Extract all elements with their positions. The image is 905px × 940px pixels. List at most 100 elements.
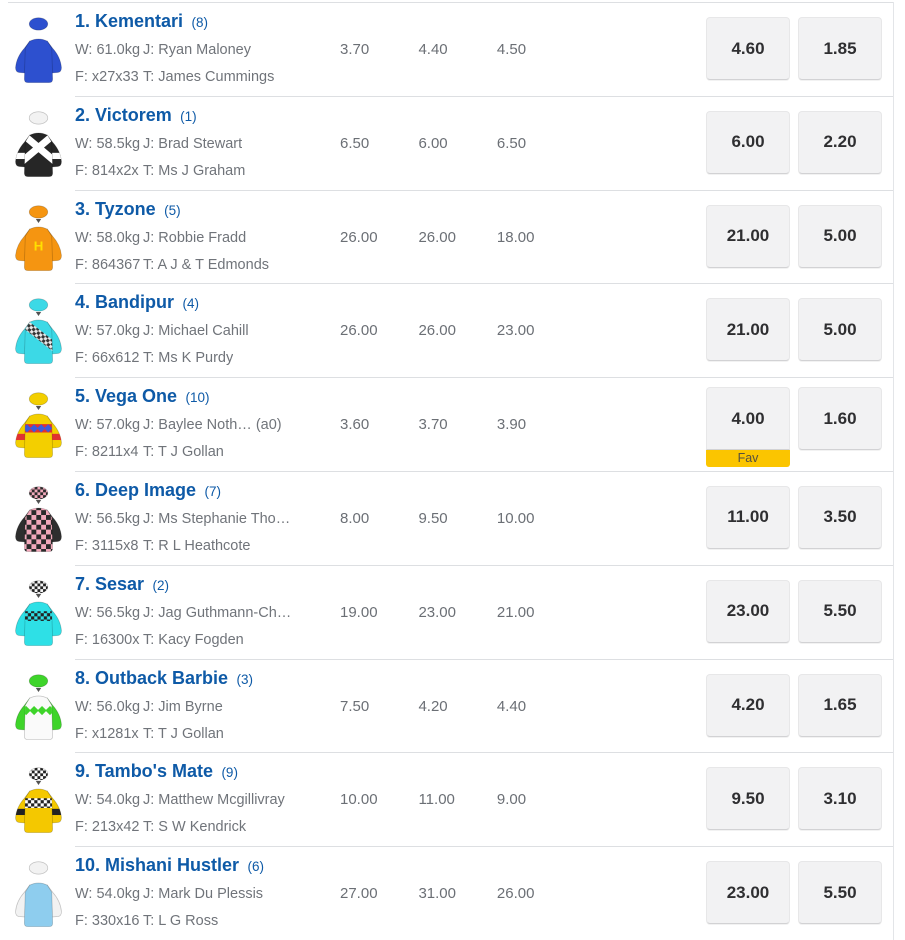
- place-odds-button[interactable]: 5.00: [798, 298, 882, 362]
- fluc-price-mid: 3.70: [418, 416, 448, 434]
- win-odds-column: 23.00 Fav: [706, 579, 790, 643]
- win-odds-column: 4.20 Fav: [706, 673, 790, 737]
- fluc-price-mid: 6.00: [418, 134, 448, 152]
- runner-trainer: T: Kacy Fogden: [143, 631, 244, 648]
- runner-info: 9. Tambo's Mate (9) W: 54.0kg J: Matthew…: [75, 761, 285, 841]
- runner-trainer: T: T J Gollan: [143, 444, 224, 461]
- runner-name-link[interactable]: 9. Tambo's Mate: [75, 761, 213, 782]
- win-odds-button[interactable]: 21.00: [706, 298, 790, 362]
- win-odds-column: 11.00 Fav: [706, 485, 790, 549]
- runner-row: H 3. Tyzone (5) W: 58.0kg J: Robbie Frad…: [0, 189, 905, 284]
- place-odds-column: 3.10: [798, 767, 882, 831]
- barrier-number: (3): [236, 671, 254, 687]
- place-odds-column: 5.00: [798, 204, 882, 268]
- runner-trainer: T: R L Heathcote: [143, 537, 251, 554]
- runner-name-link[interactable]: 10. Mishani Hustler: [75, 855, 240, 876]
- win-odds-button[interactable]: 23.00: [706, 861, 790, 925]
- place-odds-button[interactable]: 1.85: [798, 17, 882, 80]
- fluc-price-mid: 4.40: [418, 41, 448, 58]
- barrier-number: (1): [180, 108, 197, 124]
- odds-buttons: 23.00 Fav 5.50: [706, 579, 882, 643]
- win-odds-column: 9.50 Fav: [706, 767, 790, 831]
- fluc-price-last: 10.00: [496, 509, 535, 527]
- runner-name-link[interactable]: 7. Sesar: [75, 573, 145, 594]
- win-odds-button[interactable]: 4.00: [706, 387, 790, 451]
- fluc-price-mid: 31.00: [418, 885, 456, 903]
- jockey-silks-icon: [12, 760, 65, 840]
- place-odds-button[interactable]: 3.50: [798, 485, 882, 549]
- win-odds-button[interactable]: 21.00: [706, 204, 790, 268]
- win-odds-button[interactable]: 23.00: [706, 579, 790, 643]
- place-odds-button[interactable]: 5.50: [798, 579, 882, 643]
- place-odds-column: 2.20: [798, 110, 882, 174]
- win-odds-button[interactable]: 9.50: [706, 767, 790, 831]
- runner-detail-line-1: W: 54.0kg J: Matthew Mcgillivray: [75, 787, 285, 814]
- place-odds-button[interactable]: 2.20: [798, 110, 882, 174]
- runner-name-line: 2. Victorem (1): [75, 105, 245, 129]
- odds-buttons: 21.00 Fav 5.00: [706, 298, 882, 362]
- runner-name-link[interactable]: 8. Outback Barbie: [75, 667, 229, 688]
- place-odds-button[interactable]: 5.50: [798, 861, 882, 925]
- runner-name-line: 4. Bandipur (4): [75, 292, 249, 316]
- fluc-price-mid: 11.00: [418, 791, 455, 809]
- fluc-price-mid: 4.20: [418, 697, 448, 715]
- runner-trainer: T: L G Ross: [143, 913, 219, 930]
- runner-jockey: J: Jim Byrne: [143, 698, 223, 715]
- runner-jockey: J: Ryan Maloney: [143, 42, 251, 58]
- price-flucs: 19.00 23.00 21.00: [340, 603, 571, 623]
- jockey-silks-icon: [12, 291, 65, 371]
- runner-weight: W: 57.0kg: [75, 323, 141, 340]
- fluc-price-open: 26.00: [340, 228, 378, 246]
- jockey-silks-icon: [12, 667, 65, 747]
- runner-name-link[interactable]: 6. Deep Image: [75, 479, 197, 500]
- runner-name-line: 5. Vega One (10): [75, 386, 282, 410]
- runner-info: 2. Victorem (1) W: 58.5kg J: Brad Stewar…: [75, 105, 245, 185]
- runner-detail-line-2: F: x1281x T: T J Gollan: [75, 721, 253, 748]
- runner-form: F: 864367: [75, 256, 141, 273]
- jockey-silks-icon: [12, 854, 65, 934]
- place-odds-button[interactable]: 5.00: [798, 204, 882, 268]
- fluc-price-open: 6.50: [340, 134, 370, 152]
- win-odds-column: 4.00 Fav: [706, 387, 790, 468]
- favourite-badge: Fav: [706, 450, 790, 468]
- runner-detail-line-2: F: 213x42 T: S W Kendrick: [75, 814, 285, 841]
- win-odds-column: 21.00 Fav: [706, 298, 790, 362]
- place-odds-button[interactable]: 3.10: [798, 767, 882, 831]
- runner-jockey: J: Matthew Mcgillivray: [143, 792, 285, 809]
- runner-name-link[interactable]: 2. Victorem: [75, 104, 172, 125]
- runner-name-link[interactable]: 1. Kementari: [75, 11, 184, 31]
- svg-text:H: H: [34, 238, 44, 253]
- fluc-price-mid: 26.00: [418, 322, 456, 340]
- runner-detail-line-1: W: 58.5kg J: Brad Stewart: [75, 131, 245, 158]
- runner-detail-line-2: F: 8211x4 T: T J Gollan: [75, 439, 282, 466]
- place-odds-button[interactable]: 1.65: [798, 673, 882, 737]
- win-odds-button[interactable]: 4.20: [706, 673, 790, 737]
- barrier-number: (5): [164, 202, 181, 218]
- runner-name-link[interactable]: 5. Vega One: [75, 386, 178, 407]
- fluc-price-last: 26.00: [496, 885, 535, 903]
- runner-detail-line-2: F: 814x2x T: Ms J Graham: [75, 158, 245, 185]
- fluc-price-open: 3.60: [340, 416, 370, 434]
- runner-name-link[interactable]: 4. Bandipur: [75, 292, 175, 313]
- runner-detail-line-2: F: 330x16 T: L G Ross: [75, 908, 264, 935]
- runner-detail-line-2: F: 16300x T: Kacy Fogden: [75, 627, 291, 654]
- win-odds-button[interactable]: 11.00: [706, 485, 790, 549]
- runner-detail-line-2: F: 66x612 T: Ms K Purdy: [75, 345, 249, 372]
- runner-row: 2. Victorem (1) W: 58.5kg J: Brad Stewar…: [0, 95, 905, 190]
- runner-trainer: T: Ms J Graham: [143, 162, 246, 179]
- place-odds-column: 1.65: [798, 673, 882, 737]
- price-flucs: 6.50 6.00 6.50: [340, 134, 571, 154]
- place-odds-button[interactable]: 1.60: [798, 387, 882, 451]
- fluc-price-mid: 23.00: [418, 603, 456, 621]
- runner-detail-line-2: F: 3115x8 T: R L Heathcote: [75, 533, 290, 560]
- win-odds-button[interactable]: 6.00: [706, 110, 790, 174]
- runner-weight: W: 56.5kg: [75, 510, 141, 527]
- runner-detail-line-1: W: 56.0kg J: Jim Byrne: [75, 694, 253, 721]
- runner-row: 8. Outback Barbie (3) W: 56.0kg J: Jim B…: [0, 658, 905, 753]
- win-odds-button[interactable]: 4.60: [706, 17, 790, 80]
- odds-buttons: 4.20 Fav 1.65: [706, 673, 882, 737]
- runner-name-link[interactable]: 3. Tyzone: [75, 198, 156, 219]
- runner-info: 7. Sesar (2) W: 56.5kg J: Jag Guthmann-C…: [75, 574, 291, 654]
- jockey-silks-icon: [12, 573, 65, 653]
